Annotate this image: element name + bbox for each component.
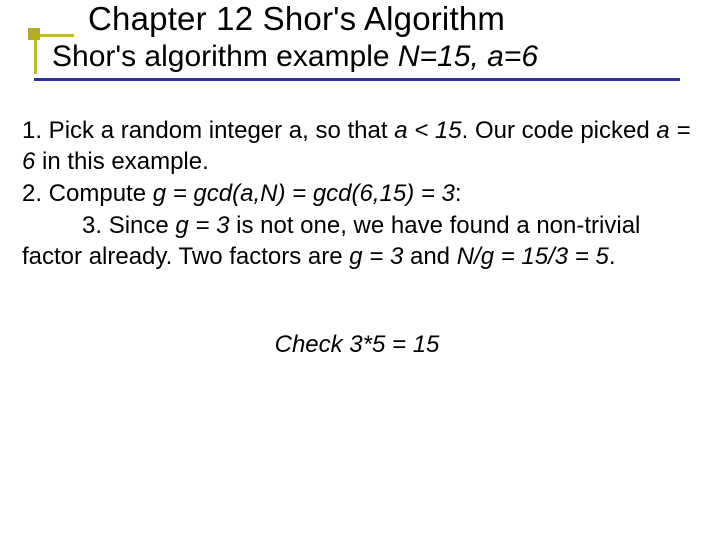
corner-square-decoration	[28, 28, 40, 40]
step-3: 3. Since g = 3 is not one, we have found…	[22, 210, 692, 273]
check-result: Check 3*5 = 15	[22, 329, 692, 361]
text-run: and	[403, 243, 456, 270]
math-run: g = 3	[175, 212, 229, 239]
text-run: 1. Pick a random integer a, so that	[22, 117, 394, 144]
math-run: a < 15	[394, 117, 461, 144]
indent-pad	[22, 212, 82, 239]
subtitle-params: N=15, a=6	[398, 40, 538, 73]
subtitle-text: Shor's algorithm example	[52, 40, 398, 73]
text-run: . Our code picked	[462, 117, 657, 144]
chapter-title: Chapter 12 Shor's Algorithm	[34, 0, 720, 38]
title-block: Chapter 12 Shor's Algorithm Shor's algor…	[0, 0, 720, 76]
step-1: 1. Pick a random integer a, so that a < …	[22, 115, 692, 178]
text-run: .	[609, 243, 616, 270]
step-2: 2. Compute g = gcd(a,N) = gcd(6,15) = 3:	[22, 178, 692, 210]
body-content: 1. Pick a random integer a, so that a < …	[0, 81, 720, 361]
math-run: g = gcd(a,N) = gcd(6,15) = 3	[153, 180, 455, 207]
text-run: in this example.	[35, 148, 208, 175]
math-run: g = 3	[349, 243, 403, 270]
math-run: N/g = 15/3 = 5	[457, 243, 609, 270]
text-run: 3. Since	[82, 212, 175, 239]
text-run: 2. Compute	[22, 180, 153, 207]
corner-bracket-decoration	[34, 34, 74, 74]
slide-subtitle: Shor's algorithm example N=15, a=6	[34, 38, 720, 76]
text-run: :	[455, 180, 462, 207]
